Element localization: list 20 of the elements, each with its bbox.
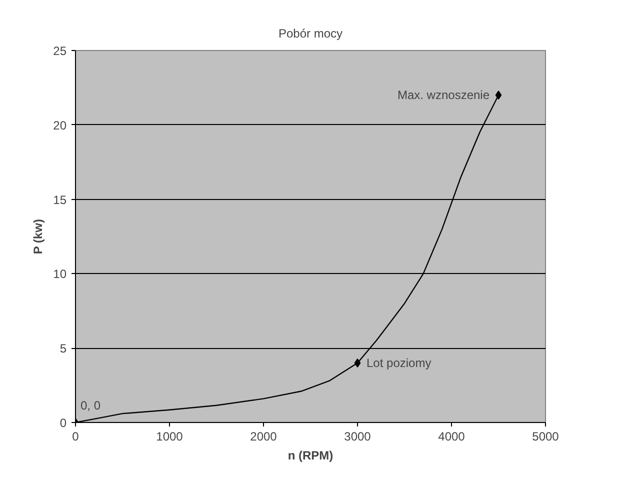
x-tick-label: 3000 — [344, 430, 372, 444]
point — [354, 358, 361, 368]
chart-title: Pobór mocy — [278, 26, 343, 40]
x-tick-label: 1000 — [156, 430, 184, 444]
y-tick-label: 20 — [53, 118, 67, 132]
y-axis-title: P (kw) — [31, 219, 46, 254]
annotation: Max. wznoszenie — [397, 88, 490, 102]
x-tick-label: 5000 — [532, 430, 560, 444]
point — [495, 90, 502, 100]
x-tick-label: 0 — [72, 430, 80, 444]
x-tick-label: 2000 — [250, 430, 278, 444]
x-axis-title: n (RPM) — [288, 448, 334, 462]
y-tick-label: 15 — [53, 192, 67, 207]
x-tick-label: 4000 — [438, 430, 466, 444]
y-tick-label: 0 — [60, 416, 67, 430]
y-tick-label: 5 — [60, 342, 67, 356]
y-tick-label: 25 — [53, 44, 67, 58]
y-tick-label: 10 — [53, 267, 67, 282]
annotation: Lot poziomy — [366, 356, 432, 370]
annotation: 0, 0 — [80, 398, 101, 412]
